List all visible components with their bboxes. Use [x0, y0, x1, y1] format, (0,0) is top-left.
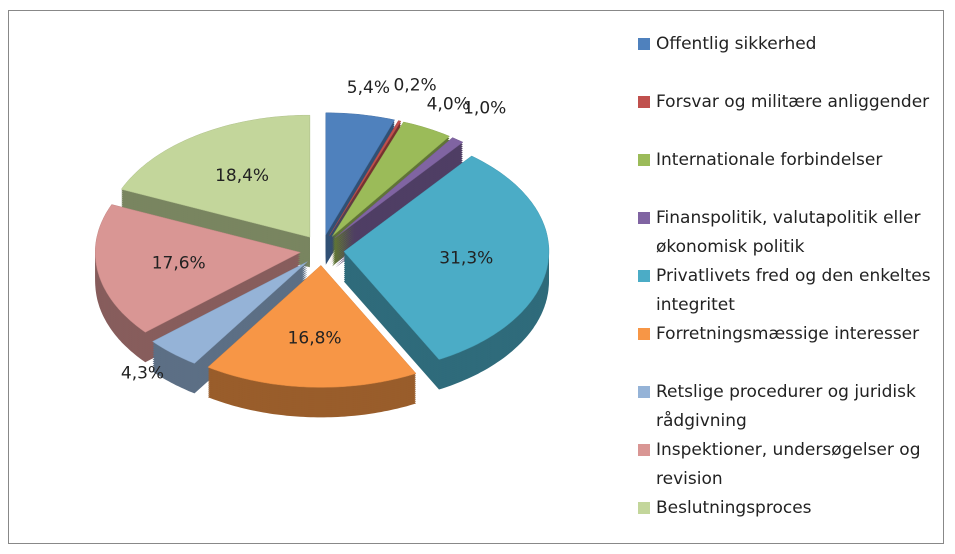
data-label: 16,8% [288, 329, 342, 349]
legend-item: Forsvar og militære anliggender [638, 88, 950, 146]
pie-area: 5,4% 0,2%4,0%1,0% 31,3% 16,8% 4,3% 17,6% 18,4% [95, 76, 550, 418]
legend-label: Offentlig sikkerhed [656, 34, 817, 54]
legend-label: Forretningsmæssige interesser [656, 324, 920, 344]
slice-side [329, 122, 401, 238]
slice [120, 114, 311, 238]
legend-swatch [638, 386, 650, 398]
slice-side [329, 124, 401, 240]
legend-swatch [638, 328, 650, 340]
legend-item: Offentlig sikkerhed [638, 30, 950, 88]
legend-swatch [638, 502, 650, 514]
legend-item: Retslige procedurer og juridisk rådgivni… [638, 378, 950, 436]
slice [207, 265, 417, 388]
slice [95, 204, 302, 333]
legend-label: Privatlivets fred og den enkeltes integr… [656, 266, 931, 315]
data-label: 18,4% [215, 166, 269, 186]
legend-swatch [638, 444, 650, 456]
legend-item: Finanspolitik, valutapolitik eller økono… [638, 204, 950, 262]
legend: Offentlig sikkerhed Forsvar og militære a… [638, 30, 950, 523]
slice [331, 121, 450, 237]
legend-label: Beslutningsproces [656, 498, 812, 518]
data-label: 5,4% [347, 78, 390, 98]
data-label: 1,0% [463, 98, 506, 118]
legend-item: Privatlivets fred og den enkeltes integr… [638, 262, 950, 320]
legend-swatch [638, 270, 650, 282]
data-label: 0,2% [393, 76, 436, 96]
legend-swatch [638, 38, 650, 50]
data-label: 4,0% [427, 95, 470, 115]
legend-swatch [638, 212, 650, 224]
chart-frame [8, 10, 944, 544]
slice [325, 112, 395, 236]
data-label: 31,3% [439, 248, 493, 268]
data-label: 4,3% [121, 363, 164, 383]
slice [343, 155, 550, 360]
legend-item: Forretningsmæssige interesser [638, 320, 950, 378]
legend-label: Internationale forbindelser [656, 150, 883, 170]
legend-label: Inspektioner, undersøgelser og revision [656, 440, 921, 489]
slice [152, 261, 308, 364]
data-label: 17,6% [152, 254, 206, 274]
slice [329, 120, 402, 236]
legend-item: Internationale forbindelser [638, 146, 950, 204]
legend-item: Inspektioner, undersøgelser og revision [638, 436, 950, 494]
legend-label: Forsvar og militære anliggender [656, 92, 930, 112]
legend-swatch [638, 154, 650, 166]
slice [335, 137, 464, 238]
legend-swatch [638, 96, 650, 108]
legend-label: Retslige procedurer og juridisk rådgivni… [656, 382, 916, 431]
legend-label: Finanspolitik, valutapolitik eller økono… [656, 208, 921, 257]
legend-item: Beslutningsproces [638, 494, 950, 523]
